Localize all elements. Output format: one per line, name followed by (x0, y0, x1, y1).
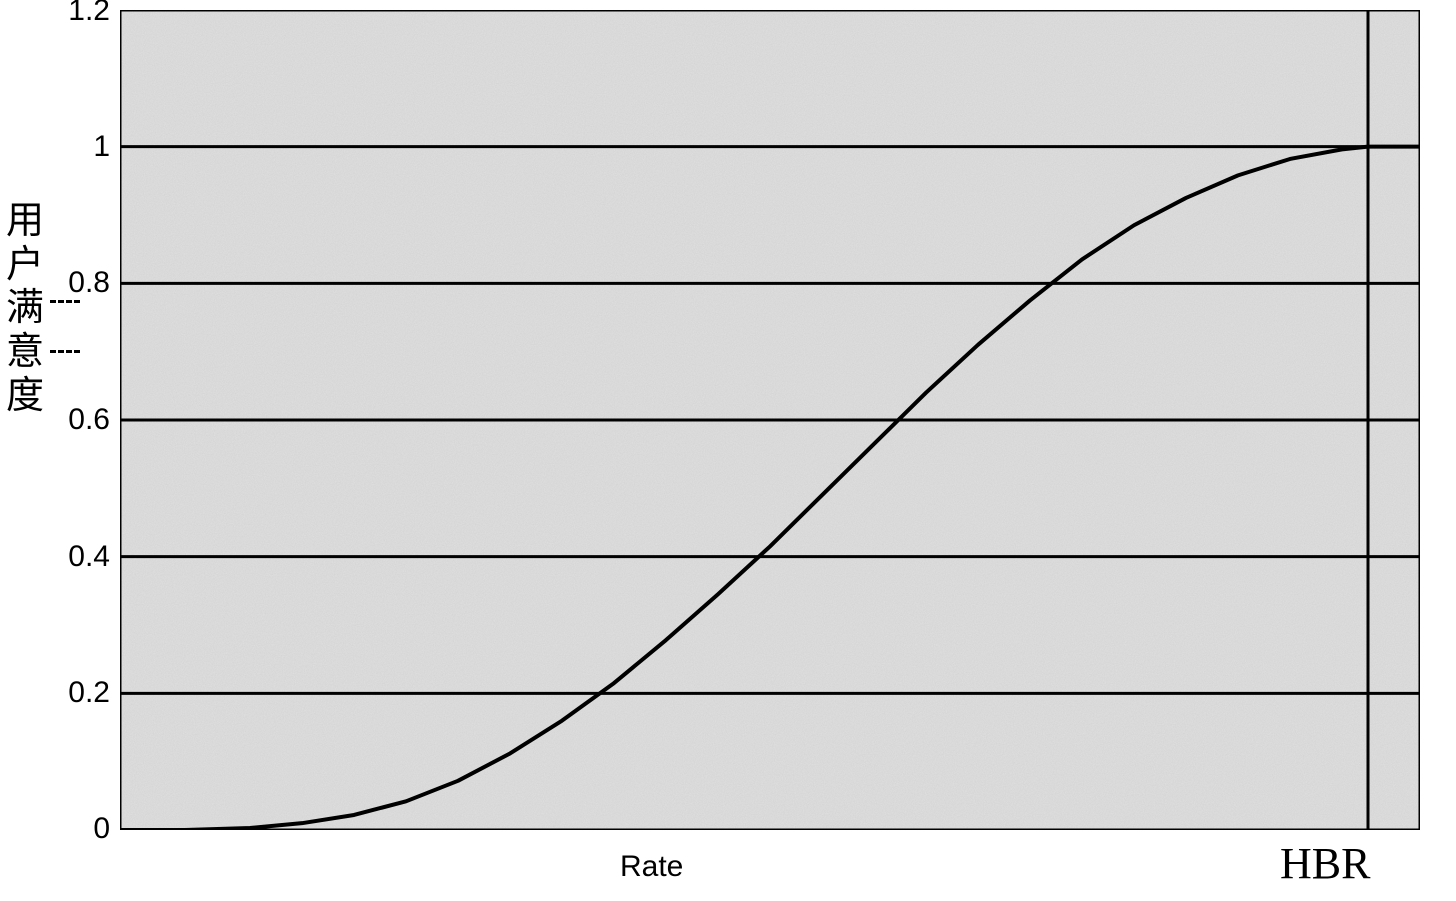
y-axis-title: 用户满意度 (6, 200, 46, 418)
x-axis-label-rate: Rate (620, 850, 683, 884)
y-tick-label: 0.6 (68, 403, 110, 437)
plot-area (120, 10, 1420, 830)
y-tick-label: 1 (93, 130, 110, 164)
y-axis-dash (50, 300, 80, 303)
y-tick-label: 0.4 (68, 540, 110, 574)
chart-container: 用户满意度 1.2 1 0.8 0.6 0.4 0.2 0 Rate HBR (0, 0, 1456, 901)
y-axis-dash (50, 350, 80, 353)
y-tick-label: 1.2 (68, 0, 110, 28)
y-tick-label: 0 (93, 812, 110, 846)
y-tick-label: 0.8 (68, 266, 110, 300)
y-tick-label: 0.2 (68, 676, 110, 710)
x-axis-label-hbr: HBR (1280, 838, 1370, 889)
